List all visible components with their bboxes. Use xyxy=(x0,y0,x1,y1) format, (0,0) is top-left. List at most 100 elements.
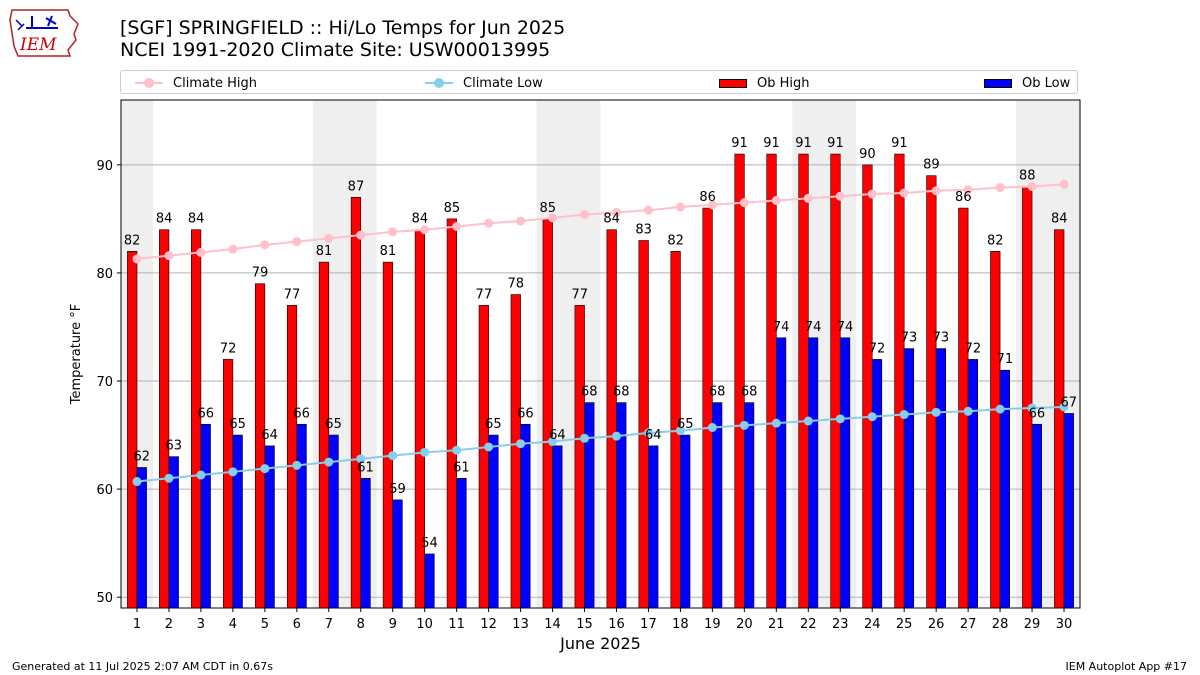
legend-climate-low: Climate Low xyxy=(425,74,543,92)
climate-high-point-15 xyxy=(580,210,590,220)
ob-high-value-21: 91 xyxy=(763,136,780,151)
ob-high-bar-28 xyxy=(990,251,1001,609)
climate-high-point-7 xyxy=(324,233,334,243)
ob-high-value-13: 78 xyxy=(508,277,525,292)
ob-low-value-9: 59 xyxy=(389,482,406,497)
x-tick-label-13: 13 xyxy=(512,617,529,632)
ob-high-bar-19 xyxy=(702,207,713,609)
ob-low-bar-19 xyxy=(712,402,723,609)
ob-low-value-8: 61 xyxy=(357,460,374,475)
ob-high-value-3: 84 xyxy=(188,212,205,227)
legend-ob-low: Ob Low xyxy=(984,74,1070,92)
x-tick-label-30: 30 xyxy=(1056,617,1073,632)
ob-low-value-16: 68 xyxy=(613,385,630,400)
ob-low-value-17: 64 xyxy=(645,428,662,443)
ob-high-bar-14 xyxy=(542,218,553,609)
climate-low-point-20 xyxy=(739,420,749,430)
climate-low-point-3 xyxy=(196,470,206,480)
x-tick-label-3: 3 xyxy=(197,617,205,632)
ob-high-bar-8 xyxy=(350,196,362,609)
iowa-map-icon: IEM xyxy=(9,9,79,57)
ob-high-value-19: 86 xyxy=(699,190,716,205)
climate-high-point-24 xyxy=(867,189,877,199)
ob-high-value-18: 82 xyxy=(667,233,684,248)
ob-low-value-26: 73 xyxy=(933,331,950,346)
climate-high-point-26 xyxy=(931,186,941,196)
x-tick-label-9: 9 xyxy=(389,617,397,632)
ob-high-value-1: 82 xyxy=(124,233,141,248)
climate-high-point-22 xyxy=(803,193,813,203)
climate-low-point-21 xyxy=(771,418,781,428)
ob-low-value-20: 68 xyxy=(741,385,758,400)
ob-high-value-2: 84 xyxy=(156,212,173,227)
ob-low-value-19: 68 xyxy=(709,385,726,400)
ob-high-bar-7 xyxy=(318,261,330,609)
climate-high-point-3 xyxy=(196,247,206,257)
ob-low-value-28: 71 xyxy=(997,352,1014,367)
ob-high-value-30: 84 xyxy=(1051,212,1068,227)
ob-high-bar-24 xyxy=(862,164,873,609)
climate-low-point-9 xyxy=(388,451,398,461)
climate-low-point-6 xyxy=(292,460,302,470)
ob-low-bar-14 xyxy=(552,445,563,609)
climate-low-point-19 xyxy=(707,422,717,432)
ob-low-bar-26 xyxy=(935,348,947,609)
ob-low-patch-icon xyxy=(984,78,1012,88)
ob-high-value-26: 89 xyxy=(923,158,940,173)
ob-low-bar-11 xyxy=(456,477,467,609)
climate-high-point-17 xyxy=(643,205,653,215)
legend-ob-high-label: Ob High xyxy=(757,75,810,91)
climate-high-line-icon xyxy=(135,78,163,88)
ob-high-bar-2 xyxy=(159,229,170,609)
x-tick-label-22: 22 xyxy=(800,617,817,632)
climate-low-point-26 xyxy=(931,407,941,417)
x-tick-label-28: 28 xyxy=(992,617,1009,632)
x-tick-label-26: 26 xyxy=(928,617,945,632)
climate-high-point-14 xyxy=(548,213,558,223)
climate-high-point-28 xyxy=(995,183,1005,193)
ob-low-value-12: 65 xyxy=(485,417,502,432)
climate-low-point-14 xyxy=(548,437,558,447)
climate-high-point-11 xyxy=(452,221,462,231)
ob-high-value-5: 79 xyxy=(252,266,269,281)
climate-high-point-13 xyxy=(516,216,526,226)
x-tick-label-24: 24 xyxy=(864,617,881,632)
x-tick-label-15: 15 xyxy=(576,617,593,632)
ob-high-value-11: 85 xyxy=(444,201,461,216)
ob-high-bar-23 xyxy=(830,153,841,609)
x-axis-label: June 2025 xyxy=(559,634,641,653)
title-line-2: NCEI 1991-2020 Climate Site: USW00013995 xyxy=(120,39,551,61)
ob-high-bar-13 xyxy=(510,294,521,609)
ob-low-value-3: 66 xyxy=(197,406,214,421)
ob-high-value-17: 83 xyxy=(635,223,652,238)
ob-high-bar-30 xyxy=(1054,229,1065,609)
ob-high-bar-9 xyxy=(382,261,394,609)
climate-low-point-24 xyxy=(867,412,877,422)
footer-generated: Generated at 11 Jul 2025 2:07 AM CDT in … xyxy=(12,660,273,673)
climate-high-point-27 xyxy=(963,185,973,195)
footer-app: IEM Autoplot App #17 xyxy=(1065,660,1188,673)
climate-low-point-5 xyxy=(260,464,270,474)
climate-high-point-4 xyxy=(228,244,238,254)
ob-low-bar-1 xyxy=(136,467,147,609)
ob-high-value-23: 91 xyxy=(827,136,844,151)
x-tick-label-12: 12 xyxy=(480,617,497,632)
ob-low-value-11: 61 xyxy=(453,460,470,475)
x-tick-label-1: 1 xyxy=(133,617,141,632)
ob-low-value-7: 65 xyxy=(325,417,342,432)
climate-high-point-19 xyxy=(707,200,717,210)
ob-low-value-23: 74 xyxy=(837,320,854,335)
y-tick-label-80: 80 xyxy=(96,267,113,282)
x-tick-label-10: 10 xyxy=(416,617,433,632)
ob-low-value-24: 72 xyxy=(869,341,886,356)
ob-high-value-10: 84 xyxy=(412,212,429,227)
climate-high-point-16 xyxy=(611,207,621,217)
ob-high-bar-25 xyxy=(894,153,905,609)
climate-low-line xyxy=(136,405,1065,483)
climate-high-point-20 xyxy=(739,198,749,208)
ob-low-value-30: 67 xyxy=(1061,395,1078,410)
x-tick-label-16: 16 xyxy=(608,617,625,632)
ob-low-bar-10 xyxy=(424,553,435,609)
climate-high-point-6 xyxy=(292,237,302,247)
climate-high-point-8 xyxy=(356,230,366,240)
